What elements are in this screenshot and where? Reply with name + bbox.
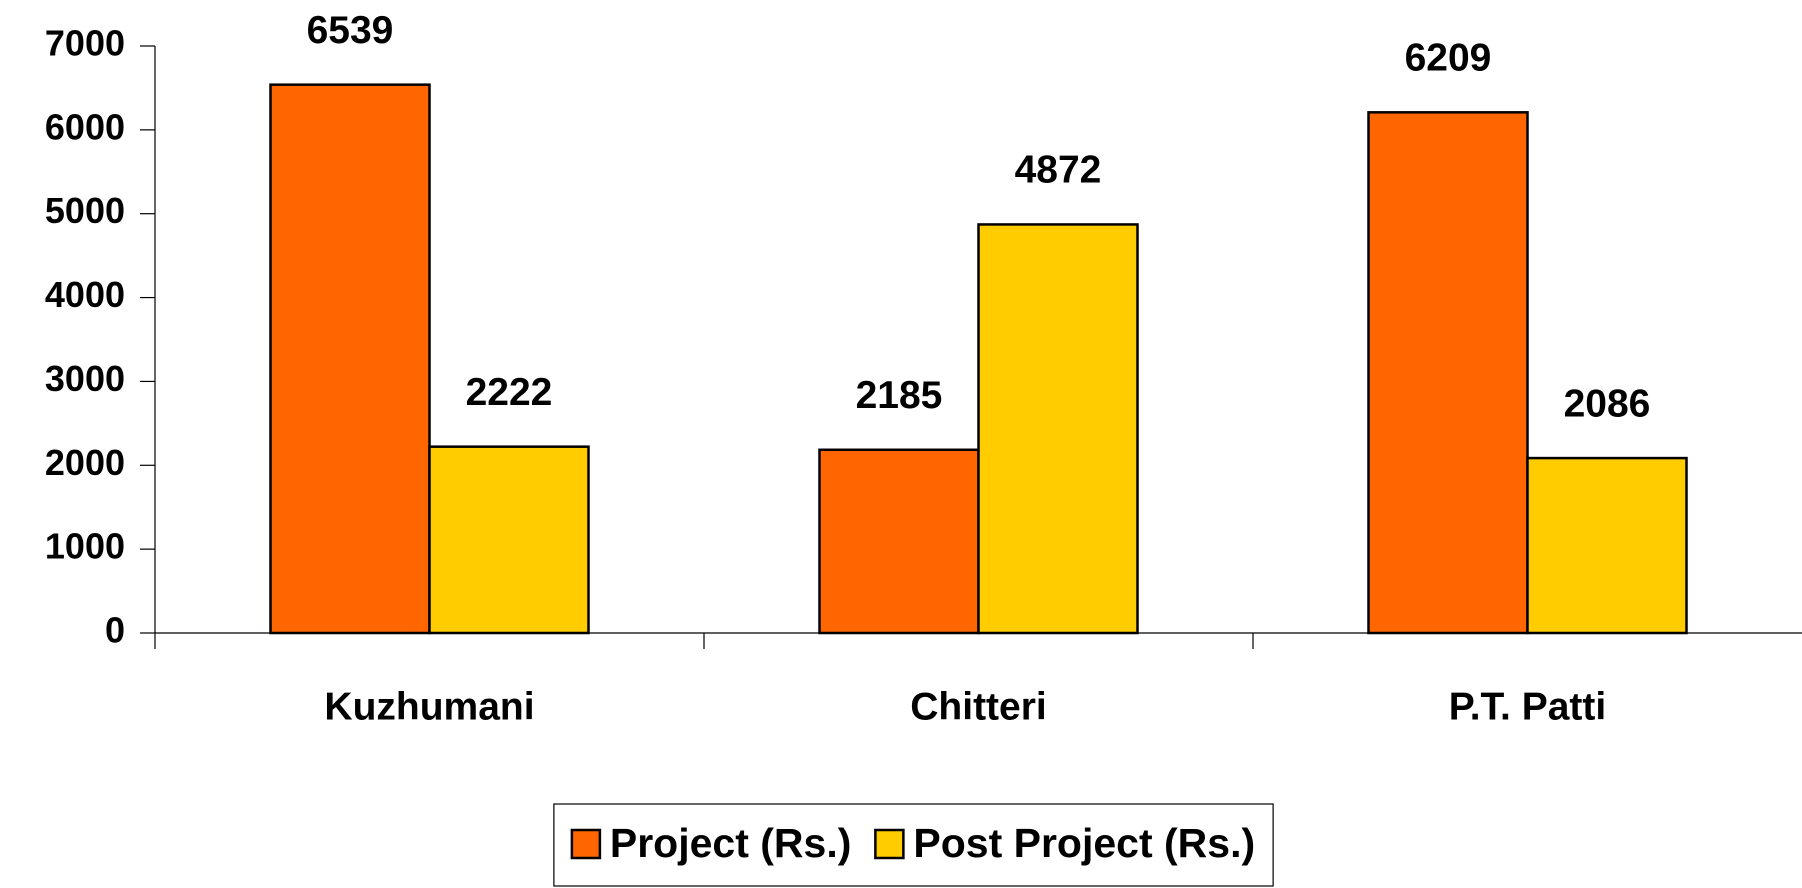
data-label: 6539 [307, 9, 394, 52]
x-tick-label: Chitteri [910, 685, 1047, 728]
bar [1367, 111, 1529, 635]
bar [269, 83, 431, 635]
x-tick-label: Kuzhumani [324, 685, 534, 728]
legend-swatch [874, 828, 905, 860]
x-tick-label: P.T. Patti [1449, 685, 1607, 728]
y-tick-label: 3000 [45, 358, 125, 399]
y-tick-label: 1000 [45, 526, 125, 567]
bar [428, 445, 590, 635]
bar [1526, 456, 1688, 635]
data-label: 6209 [1405, 37, 1492, 80]
data-label: 4872 [1015, 149, 1102, 192]
legend-label: Project (Rs.) [610, 820, 852, 866]
y-tick-label: 2000 [45, 442, 125, 483]
bar [818, 448, 980, 635]
legend-swatch [570, 828, 602, 860]
legend-label: Post Project (Rs.) [913, 820, 1255, 866]
y-tick-label: 0 [105, 610, 125, 651]
y-tick-label: 7000 [45, 23, 125, 64]
y-tick-label: 6000 [45, 106, 125, 147]
data-label: 2185 [856, 374, 943, 417]
bar [977, 223, 1139, 635]
legend-box [553, 803, 1274, 887]
y-tick-label: 5000 [45, 190, 125, 231]
data-label: 2086 [1564, 382, 1651, 425]
data-label: 2222 [466, 371, 553, 414]
y-tick-label: 4000 [45, 274, 125, 315]
